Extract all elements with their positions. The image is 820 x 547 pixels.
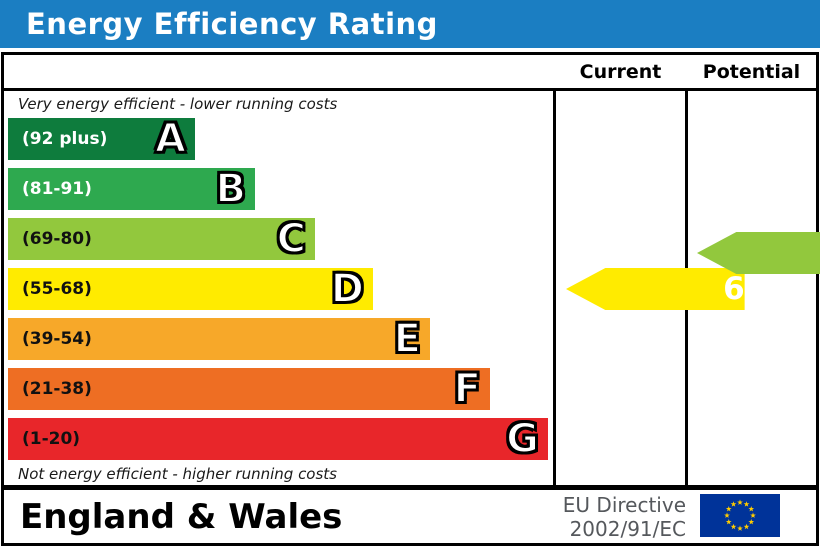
band-g-range: (1-20) [22, 429, 81, 449]
chart-title: Energy Efficiency Rating [26, 7, 438, 41]
band-d-letter: D [330, 266, 365, 312]
band-b: (81-91) B [8, 166, 255, 212]
band-c: (69-80) C [8, 216, 315, 262]
band-d-range: (55-68) [22, 279, 92, 299]
chart-title-bar: Energy Efficiency Rating [0, 0, 820, 48]
potential-rating-arrow: 70 [697, 232, 820, 274]
rating-table: Current Potential Very energy efficient … [1, 52, 820, 488]
footer-bar: England & Wales EU Directive 2002/91/EC [1, 487, 819, 546]
eu-directive-line2: 2002/91/EC [569, 517, 686, 541]
band-f-letter: F [453, 366, 482, 412]
band-c-letter: C [276, 216, 307, 262]
top-caption: Very energy efficient - lower running co… [18, 95, 338, 113]
band-b-range: (81-91) [22, 179, 92, 199]
band-b-letter: B [215, 166, 247, 212]
eu-directive-label: EU Directive 2002/91/EC [563, 493, 686, 541]
band-f-range: (21-38) [22, 379, 92, 399]
band-e: (39-54) E [8, 316, 430, 362]
band-g-letter: G [505, 416, 540, 462]
band-c-range: (69-80) [22, 229, 92, 249]
current-rating-arrow: 62 [566, 268, 745, 310]
band-a-letter: A [154, 116, 187, 162]
band-e-letter: E [393, 316, 422, 362]
table-header-row: Current Potential [4, 55, 816, 91]
bottom-caption: Not energy efficient - higher running co… [18, 465, 337, 483]
region-label: England & Wales [20, 496, 343, 537]
eu-directive-line1: EU Directive [562, 493, 686, 517]
band-a-range: (92 plus) [22, 129, 108, 149]
column-divider-current [553, 55, 556, 485]
potential-column-header: Potential [702, 60, 801, 83]
band-e-range: (39-54) [22, 329, 92, 349]
band-d: (55-68) D [8, 266, 373, 312]
band-g: (1-20) G [8, 416, 548, 462]
current-rating-value: 62 [723, 271, 767, 307]
band-f: (21-38) F [8, 366, 490, 412]
current-column-header: Current [579, 60, 662, 83]
eu-flag-icon [700, 494, 780, 537]
band-a: (92 plus) A [8, 116, 195, 162]
